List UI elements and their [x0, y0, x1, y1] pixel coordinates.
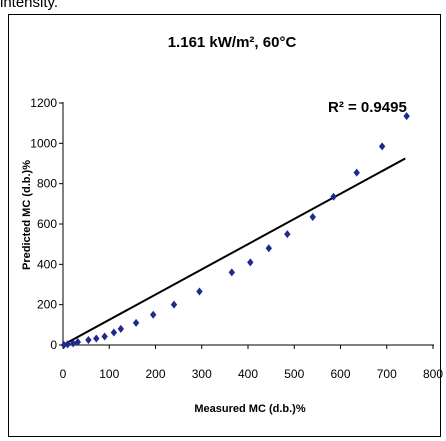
data-point: [132, 318, 140, 327]
x-axis-ticks: 0 100 200 300 400 500 600 700 800: [60, 345, 443, 381]
y-tick-label: 1000: [30, 136, 57, 150]
data-point: [110, 328, 118, 337]
r-squared-annotation: R² = 0.9495: [328, 99, 407, 116]
x-tick-label: 400: [238, 367, 258, 381]
x-tick-label: 0: [60, 367, 67, 381]
chart-frame: [8, 14, 441, 437]
data-point: [265, 244, 273, 253]
data-point: [149, 310, 157, 319]
data-point: [403, 112, 410, 121]
y-axis-label: Predicted MC (d.b.)%: [21, 160, 33, 270]
y-tick-label: 400: [37, 257, 57, 271]
x-tick-label: 700: [377, 367, 397, 381]
y-tick-label: 600: [37, 217, 57, 231]
data-point: [196, 287, 203, 296]
data-point: [228, 268, 236, 277]
x-tick-label: 500: [284, 367, 304, 381]
data-point: [309, 212, 316, 221]
chart-title: 1.161 kW/m², 60°C: [168, 34, 297, 51]
x-tick-label: 300: [192, 367, 212, 381]
y-tick-label: 1200: [30, 96, 57, 110]
caption-fragment: intensity.: [0, 0, 59, 11]
data-point: [85, 335, 92, 344]
data-point: [93, 334, 100, 343]
data-point: [60, 341, 68, 349]
x-tick-label: 800: [423, 367, 443, 381]
data-point: [330, 192, 337, 201]
data-points: [60, 112, 410, 349]
data-point: [117, 324, 125, 333]
y-tick-label: 0: [50, 338, 57, 352]
x-tick-label: 200: [145, 367, 165, 381]
data-point: [64, 340, 71, 349]
data-point: [74, 337, 81, 346]
data-point: [69, 339, 77, 348]
y-axis-ticks: 0 200 400 600 800 1000 1200: [30, 96, 63, 352]
y-tick-label: 800: [37, 177, 57, 191]
data-point: [170, 300, 178, 309]
x-axis-label: Measured MC (d.b.)%: [194, 403, 305, 415]
data-point: [284, 230, 291, 239]
data-point: [247, 258, 254, 267]
x-tick-label: 600: [330, 367, 350, 381]
x-tick-label: 100: [99, 367, 119, 381]
data-point: [101, 332, 108, 341]
data-point: [378, 142, 386, 151]
y-tick-label: 200: [37, 298, 57, 312]
linear-trendline: [62, 157, 406, 346]
data-point: [353, 168, 360, 177]
